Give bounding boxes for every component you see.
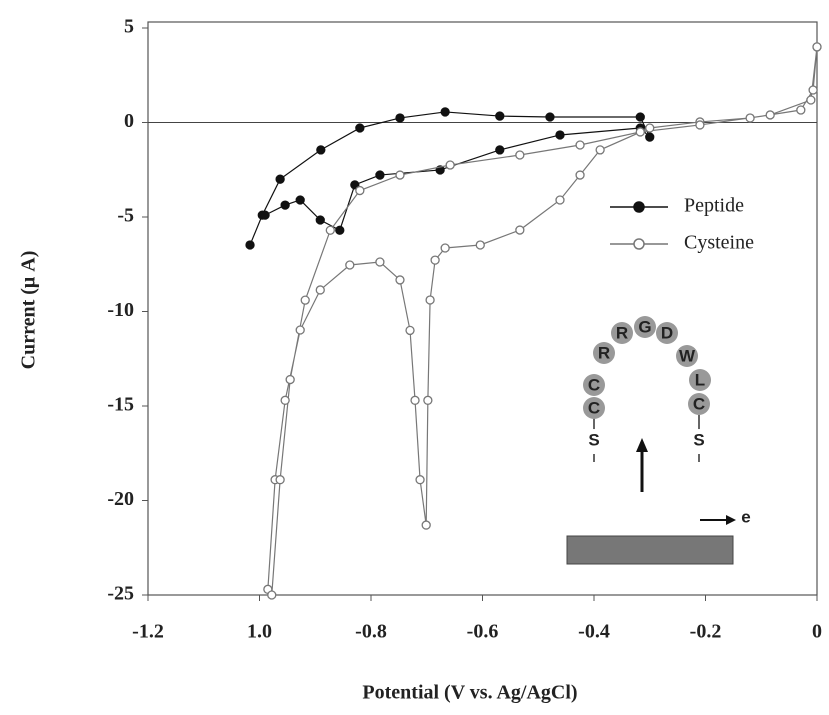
data-point (268, 591, 276, 599)
data-point (396, 171, 404, 179)
data-point (556, 131, 564, 139)
data-point (797, 106, 805, 114)
data-point (281, 396, 289, 404)
x-tick-label: 1.0 (247, 621, 272, 643)
residue-label: W (679, 346, 696, 365)
data-point (807, 96, 815, 104)
data-point (446, 161, 454, 169)
y-axis-label: Current (μ A) (18, 251, 40, 370)
electron-label: e (741, 507, 750, 526)
data-point (396, 276, 404, 284)
residue-label: G (638, 317, 651, 336)
data-point (696, 121, 704, 129)
data-point (336, 226, 344, 234)
legend-marker (634, 239, 644, 249)
x-tick-label: -0.2 (690, 621, 722, 643)
y-tick-label: -5 (117, 205, 134, 227)
data-point (376, 171, 384, 179)
data-point (813, 43, 821, 51)
data-point (496, 146, 504, 154)
data-point (416, 476, 424, 484)
data-point (646, 124, 654, 132)
data-point (636, 113, 644, 121)
y-tick-label: 5 (124, 16, 134, 38)
data-point (406, 326, 414, 334)
data-point (426, 296, 434, 304)
residue-label: L (695, 370, 705, 389)
data-point (746, 114, 754, 122)
chart: Potential (V vs. Ag/AgCl) Current (μ A) … (0, 0, 829, 715)
legend-label: Cysteine (684, 232, 754, 254)
data-point (431, 256, 439, 264)
data-point (346, 261, 354, 269)
x-tick-label: -0.6 (467, 621, 499, 643)
data-point (296, 326, 304, 334)
data-point (296, 196, 304, 204)
residue-label: S (693, 430, 704, 449)
x-axis-label: Potential (V vs. Ag/AgCl) (362, 682, 577, 704)
data-point (424, 396, 432, 404)
data-point (441, 244, 449, 252)
y-tick-label: 0 (124, 110, 134, 132)
data-point (766, 111, 774, 119)
data-point (556, 196, 564, 204)
series-line (268, 47, 817, 595)
data-point (441, 108, 449, 116)
electrode (567, 536, 733, 564)
y-tick-label: -20 (107, 488, 134, 510)
data-point (546, 113, 554, 121)
residue-label: R (616, 323, 628, 342)
residue-label: S (588, 430, 599, 449)
data-point (809, 86, 817, 94)
arrow-head (636, 438, 648, 452)
data-point (286, 376, 294, 384)
x-tick-label: -1.2 (132, 621, 164, 643)
data-point (356, 187, 364, 195)
data-point (596, 146, 604, 154)
x-tick-label: -0.4 (578, 621, 610, 643)
legend-marker (634, 202, 644, 212)
legend-label: Peptide (684, 195, 744, 217)
data-point (576, 141, 584, 149)
data-point (246, 241, 254, 249)
data-point (276, 175, 284, 183)
data-point (317, 146, 325, 154)
data-point (646, 133, 654, 141)
data-point (636, 128, 644, 136)
data-point (422, 521, 430, 529)
y-tick-label: -15 (107, 394, 134, 416)
residue-label: D (661, 323, 673, 342)
y-tick-label: -25 (107, 583, 134, 605)
data-point (576, 171, 584, 179)
plot-frame (148, 22, 817, 595)
residue-label: C (588, 398, 600, 417)
data-point (316, 286, 324, 294)
data-point (476, 241, 484, 249)
x-tick-label: 0 (812, 621, 822, 643)
data-point (516, 226, 524, 234)
data-point (411, 396, 419, 404)
residue-label: C (588, 375, 600, 394)
data-point (261, 211, 269, 219)
data-point (376, 258, 384, 266)
data-point (396, 114, 404, 122)
data-point (496, 112, 504, 120)
residue-label: R (598, 343, 610, 362)
arrow-head (726, 515, 736, 525)
data-point (301, 296, 309, 304)
residue-label: C (693, 394, 705, 413)
data-point (516, 151, 524, 159)
data-point (276, 476, 284, 484)
data-point (316, 216, 324, 224)
y-tick-label: -10 (107, 299, 134, 321)
data-point (356, 124, 364, 132)
x-tick-label: -0.8 (355, 621, 387, 643)
data-point (281, 201, 289, 209)
series-line (250, 112, 650, 245)
data-point (326, 226, 334, 234)
